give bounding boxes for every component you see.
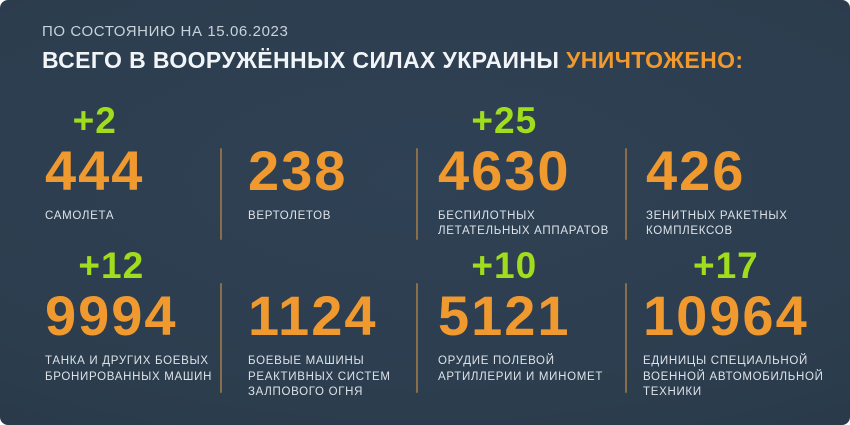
header: ПО СОСТОЯНИЮ НА 15.06.2023 ВСЕГО В ВООРУ… <box>0 0 850 74</box>
stat-card-air-defense: 426 ЗЕНИТНЫХ РАКЕТНЫХ КОМПЛЕКСОВ <box>627 100 850 239</box>
stat-card-military-vehicles: +17 10964 ЕДИНИЦЫ СПЕЦИАЛЬНОЙ ВОЕННОЙ АВ… <box>627 245 850 400</box>
stat-delta: +12 <box>78 245 145 287</box>
stat-card-mlrs: 1124 БОЕВЫЕ МАШИНЫ РЕАКТИВНЫХ СИСТЕМ ЗАЛ… <box>222 245 418 400</box>
stat-label: ЗЕНИТНЫХ РАКЕТНЫХ КОМПЛЕКСОВ <box>646 210 788 238</box>
stat-label: БОЕВЫЕ МАШИНЫ РЕАКТИВНЫХ СИСТЕМ ЗАЛПОВОГ… <box>248 355 391 398</box>
stat-value: 10964 <box>643 284 809 348</box>
stat-value: 9994 <box>45 284 178 348</box>
column-divider <box>625 148 627 240</box>
stats-grid: +2 444 САМОЛЕТА 238 ВЕРТОЛЕТОВ +25 4630 <box>0 100 850 400</box>
stat-value: 238 <box>248 139 348 202</box>
column-divider <box>625 283 627 394</box>
stat-delta: +10 <box>471 245 538 287</box>
stat-value: 444 <box>45 139 145 202</box>
stat-label: САМОЛЕТА <box>45 210 115 222</box>
title-accent: УНИЧТОЖЕНО: <box>566 47 744 73</box>
as-of-date: ПО СОСТОЯНИЮ НА 15.06.2023 <box>42 23 289 40</box>
stat-delta <box>646 100 745 142</box>
stat-label: ОРУДИЕ ПОЛЕВОЙ АРТИЛЛЕРИИ И МИНОМЕТ <box>438 355 604 383</box>
stat-delta <box>248 100 347 142</box>
title-main: ВСЕГО В ВООРУЖЁННЫХ СИЛАХ УКРАИНЫ <box>42 47 560 73</box>
stats-row-1: +2 444 САМОЛЕТА 238 ВЕРТОЛЕТОВ +25 4630 <box>0 100 850 240</box>
stat-label: ВЕРТОЛЕТОВ <box>248 210 332 222</box>
stat-value: 5121 <box>438 284 571 348</box>
stat-label: ТАНКА И ДРУГИХ БОЕВЫХ БРОНИРОВАННЫХ МАШИ… <box>45 355 213 383</box>
stat-delta: +17 <box>692 245 759 287</box>
stat-value: 426 <box>646 139 746 202</box>
column-divider <box>220 148 222 240</box>
stat-card-aircraft: +2 444 САМОЛЕТА <box>0 100 222 240</box>
stats-row-2: +12 9994 ТАНКА И ДРУГИХ БОЕВЫХ БРОНИРОВА… <box>0 245 850 400</box>
column-divider <box>416 148 418 240</box>
stat-delta <box>248 245 378 287</box>
page-title: ВСЕГО В ВООРУЖЁННЫХ СИЛАХ УКРАИНЫ УНИЧТО… <box>42 47 850 74</box>
column-divider <box>416 283 418 394</box>
stat-card-helicopters: 238 ВЕРТОЛЕТОВ <box>222 100 418 240</box>
stat-delta: +25 <box>471 100 538 141</box>
stat-card-tanks: +12 9994 ТАНКА И ДРУГИХ БОЕВЫХ БРОНИРОВА… <box>0 245 222 400</box>
stat-delta: +2 <box>72 100 117 141</box>
stat-card-artillery: +10 5121 ОРУДИЕ ПОЛЕВОЙ АРТИЛЛЕРИИ И МИН… <box>418 245 627 400</box>
stat-value: 1124 <box>248 284 378 348</box>
column-divider <box>220 283 222 394</box>
stat-value: 4630 <box>438 139 571 202</box>
stat-label: БЕСПИЛОТНЫХ ЛЕТАТЕЛЬНЫХ АППАРАТОВ <box>438 210 610 238</box>
stat-card-uavs: +25 4630 БЕСПИЛОТНЫХ ЛЕТАТЕЛЬНЫХ АППАРАТ… <box>418 100 627 240</box>
stat-label: ЕДИНИЦЫ СПЕЦИАЛЬНОЙ ВОЕННОЙ АВТОМОБИЛЬНО… <box>643 355 824 398</box>
